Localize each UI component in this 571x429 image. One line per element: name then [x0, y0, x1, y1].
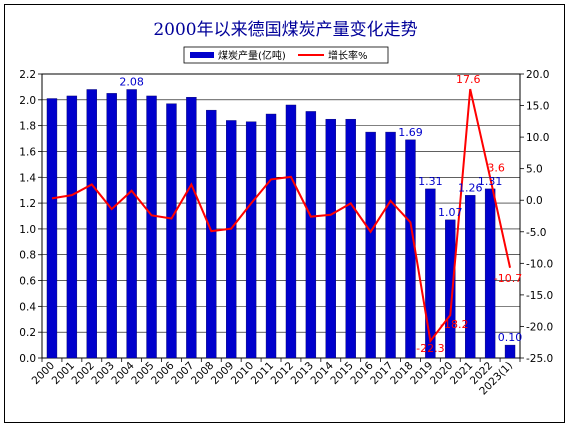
right-tick-label: 0.0: [526, 195, 543, 207]
bar: [305, 111, 317, 359]
left-tick-label: 1.6: [19, 146, 36, 158]
x-axis: 2000200120022003200420052006200720082009…: [30, 358, 521, 398]
bar-value-label: 2.08: [119, 75, 144, 88]
right-tick-label: 15.0: [526, 101, 549, 113]
legend-bar-swatch: [190, 52, 214, 58]
growth-value-label: 17.6: [456, 73, 481, 86]
bar: [245, 121, 257, 359]
bar-series: [46, 89, 516, 359]
bar-value-label: 1.31: [418, 175, 443, 188]
bar: [146, 95, 157, 359]
bar: [504, 344, 516, 359]
bar: [325, 118, 336, 359]
legend-bar-label: 煤炭产量(亿吨): [218, 49, 286, 62]
bar: [66, 95, 78, 359]
bar: [265, 113, 277, 359]
right-tick-label: -10.0: [526, 258, 553, 270]
left-tick-label: 0.8: [19, 250, 36, 262]
growth-value-label: 3.6: [487, 162, 505, 175]
bar: [365, 131, 376, 359]
bar-value-label: 1.07: [438, 206, 463, 219]
legend-line-label: 增长率%: [328, 49, 368, 62]
bar: [86, 89, 97, 359]
left-tick-label: 0.2: [19, 327, 36, 339]
left-axis: 0.0 0.2 0.4 0.6 0.8 1.0 1.2 1.4 1.6 1.8 2.0 2.2: [19, 69, 42, 365]
bar: [425, 188, 436, 359]
left-tick-label: 1.2: [19, 198, 36, 210]
bar: [484, 188, 496, 359]
data-labels: 2.081.691.311.071.261.310.10-22.3-18.217…: [119, 73, 522, 355]
growth-value-label: -10.7: [494, 272, 522, 285]
bar: [206, 109, 217, 359]
growth-line: [51, 88, 512, 344]
left-tick-label: 1.0: [19, 224, 36, 236]
bar: [126, 89, 137, 359]
right-tick-label: -15.0: [526, 290, 553, 302]
right-tick-label: 10.0: [526, 132, 549, 144]
growth-value-label: -22.3: [416, 342, 444, 355]
bar-value-label: 0.10: [498, 331, 523, 344]
chart-title: 2000年以来德国煤炭产量变化走势: [153, 20, 417, 40]
right-tick-label: 5.0: [526, 164, 543, 176]
left-tick-label: 0.6: [19, 276, 36, 288]
right-tick-label: -5.0: [526, 227, 547, 239]
left-tick-label: 1.4: [19, 172, 36, 184]
right-axis: -25.0 -20.0 -15.0 -10.0 -5.0 0.0 5.0 10.0 15.0 20…: [520, 69, 553, 365]
bar-value-label: 1.69: [398, 126, 423, 139]
bar: [226, 120, 237, 359]
bar: [385, 131, 396, 359]
bar: [46, 98, 58, 359]
bar: [285, 104, 297, 359]
legend-box: [183, 46, 389, 64]
growth-value-label: -18.2: [440, 318, 468, 331]
right-tick-label: -25.0: [526, 353, 553, 365]
bar: [465, 195, 476, 359]
left-tick-label: 1.8: [19, 121, 36, 133]
right-tick-label: 20.0: [526, 69, 549, 81]
left-tick-label: 0.0: [19, 353, 36, 365]
bar: [445, 219, 456, 359]
line-series: [51, 88, 512, 344]
bar-value-label: 1.31: [478, 175, 503, 188]
bar-value-label: 1.26: [458, 181, 483, 194]
left-tick-label: 0.4: [19, 301, 36, 313]
bar: [186, 97, 197, 359]
left-tick-label: 2.2: [19, 69, 36, 81]
bar: [345, 118, 356, 359]
bar: [106, 93, 117, 359]
legend: 煤炭产量(亿吨) 增长率%: [183, 46, 389, 64]
right-tick-label: -20.0: [526, 321, 553, 333]
bar: [166, 103, 177, 359]
left-tick-label: 2.0: [19, 95, 36, 107]
